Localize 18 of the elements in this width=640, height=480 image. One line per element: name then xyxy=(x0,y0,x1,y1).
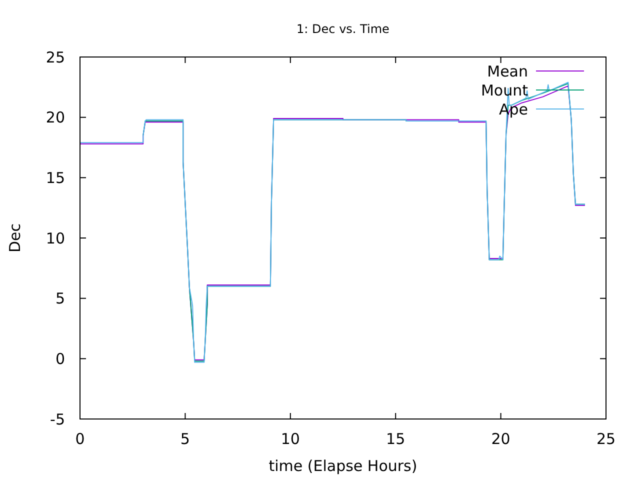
x-tick-label: 20 xyxy=(491,430,510,448)
y-tick-label: -5 xyxy=(50,410,65,428)
chart-title: 1: Dec vs. Time xyxy=(296,22,390,36)
y-tick-label: 5 xyxy=(55,290,65,308)
x-tick-label: 5 xyxy=(180,430,190,448)
y-tick-label: 15 xyxy=(46,168,65,187)
y-tick-label: 20 xyxy=(46,108,65,127)
x-tick-label: 0 xyxy=(75,430,85,448)
x-axis-title: time (Elapse Hours) xyxy=(268,457,418,475)
legend-label: Mount xyxy=(480,81,528,100)
legend-label: Mean xyxy=(487,62,528,80)
x-tick-label: 10 xyxy=(280,430,300,448)
y-tick-label: 25 xyxy=(46,48,65,66)
y-tick-label: 10 xyxy=(46,229,65,248)
y-axis-title: Dec xyxy=(6,223,24,253)
x-tick-label: 15 xyxy=(386,430,406,448)
y-tick-label: 0 xyxy=(55,350,65,368)
x-tick-label: 25 xyxy=(596,430,616,448)
